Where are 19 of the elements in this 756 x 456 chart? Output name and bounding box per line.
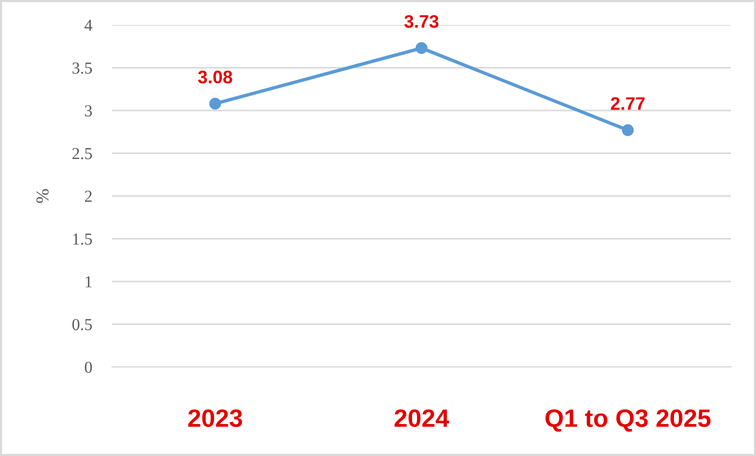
x-tick-label: Q1 to Q3 2025	[545, 409, 711, 432]
y-tick-label: 0.5	[72, 318, 92, 330]
data-label: 3.73	[404, 15, 438, 28]
y-tick-label: 0	[84, 362, 92, 373]
point	[622, 124, 634, 136]
x-tick-label: 2024	[394, 409, 450, 428]
data-label: 2.77	[610, 97, 645, 110]
y-tick-label: 1	[86, 276, 92, 288]
y-tick-label: 2	[84, 190, 92, 202]
y-tick-label: 2.5	[72, 148, 92, 160]
point	[416, 42, 428, 54]
y-tick-label: 4	[84, 20, 92, 31]
data-label: 3.08	[198, 70, 232, 84]
point	[209, 98, 222, 110]
x-tick-label: 2023	[188, 409, 242, 428]
y-axis-title: %	[36, 189, 49, 203]
y-tick-label: 3.5	[72, 62, 92, 74]
y-tick-label: 1.5	[73, 234, 92, 245]
y-tick-label: 3	[85, 105, 92, 116]
